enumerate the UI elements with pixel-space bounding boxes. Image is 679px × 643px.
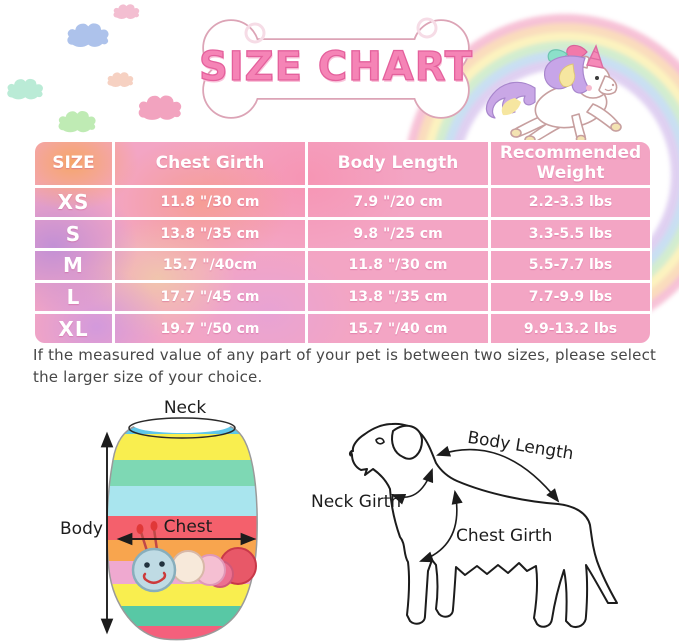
cloud-icon — [106, 71, 135, 88]
bone-icon — [202, 17, 470, 119]
row-m-weight: 5.5-7.7 lbs — [488, 248, 650, 280]
cloud-icon — [65, 21, 111, 49]
neck-measure-ellipse — [128, 417, 236, 439]
dog-ear — [391, 424, 424, 460]
striped-shirt-icon — [100, 417, 258, 641]
shirt-measurement-diagram: Neck Body Chest — [50, 398, 295, 643]
cloud-icon — [57, 109, 97, 134]
bone-banner: SIZE CHART — [195, 12, 477, 126]
row-m-chest: 15.7 "/40cm — [112, 248, 305, 280]
unicorn-icon — [485, 44, 622, 145]
row-s-weight: 3.3-5.5 lbs — [488, 216, 650, 249]
row-xs-size: XS — [35, 185, 112, 217]
row-xl-body: 15.7 "/40 cm — [305, 311, 488, 343]
row-xl-weight: 9.9-13.2 lbs — [488, 311, 650, 343]
row-xs-weight: 2.2-3.3 lbs — [488, 185, 650, 217]
size-table: SIZE Chest Girth Body Length Recommended… — [33, 140, 652, 345]
row-s-chest: 13.8 "/35 cm — [112, 216, 305, 249]
neck-label: Neck — [163, 398, 207, 418]
row-l-weight: 7.7-9.9 lbs — [488, 279, 650, 312]
body-label: Body — [60, 519, 103, 539]
neck-girth-label: Neck Girth — [311, 492, 402, 512]
row-xl-size: XL — [35, 311, 112, 343]
row-s-body: 9.8 "/25 cm — [305, 216, 488, 249]
row-l-size: L — [35, 279, 112, 312]
col-header-chest: Chest Girth — [112, 142, 305, 185]
row-xs-chest: 11.8 "/30 cm — [112, 185, 305, 217]
dog-nose — [348, 450, 354, 457]
cloud-icon — [5, 77, 45, 101]
row-m-size: M — [35, 248, 112, 280]
neck-girth-arrow — [391, 468, 434, 505]
dog-eye — [375, 437, 385, 445]
chest-girth-label: Chest Girth — [456, 526, 553, 546]
cloud-icon — [137, 93, 183, 122]
row-s-size: S — [35, 216, 112, 249]
row-l-body: 13.8 "/35 cm — [305, 279, 488, 312]
row-m-body: 11.8 "/30 cm — [305, 248, 488, 280]
row-xs-body: 7.9 "/20 cm — [305, 185, 488, 217]
cloud-icon — [112, 3, 141, 20]
body-length-arrow — [436, 445, 560, 503]
page-title: SIZE CHART — [198, 43, 474, 90]
dog-measurement-diagram: Body Length Neck Girth Chest Girth — [295, 413, 679, 643]
row-xl-chest: 19.7 "/50 cm — [112, 311, 305, 343]
col-header-weight: Recommended Weight — [488, 142, 650, 185]
sizing-note: If the measured value of any part of you… — [33, 346, 657, 386]
caterpillar-illustration — [131, 521, 257, 593]
col-header-body: Body Length — [305, 142, 488, 185]
chest-label: Chest — [163, 517, 213, 537]
col-header-size: SIZE — [52, 152, 95, 173]
dog-outline-icon — [348, 422, 618, 628]
chest-girth-arrow — [419, 489, 463, 563]
row-l-chest: 17.7 "/45 cm — [112, 279, 305, 312]
